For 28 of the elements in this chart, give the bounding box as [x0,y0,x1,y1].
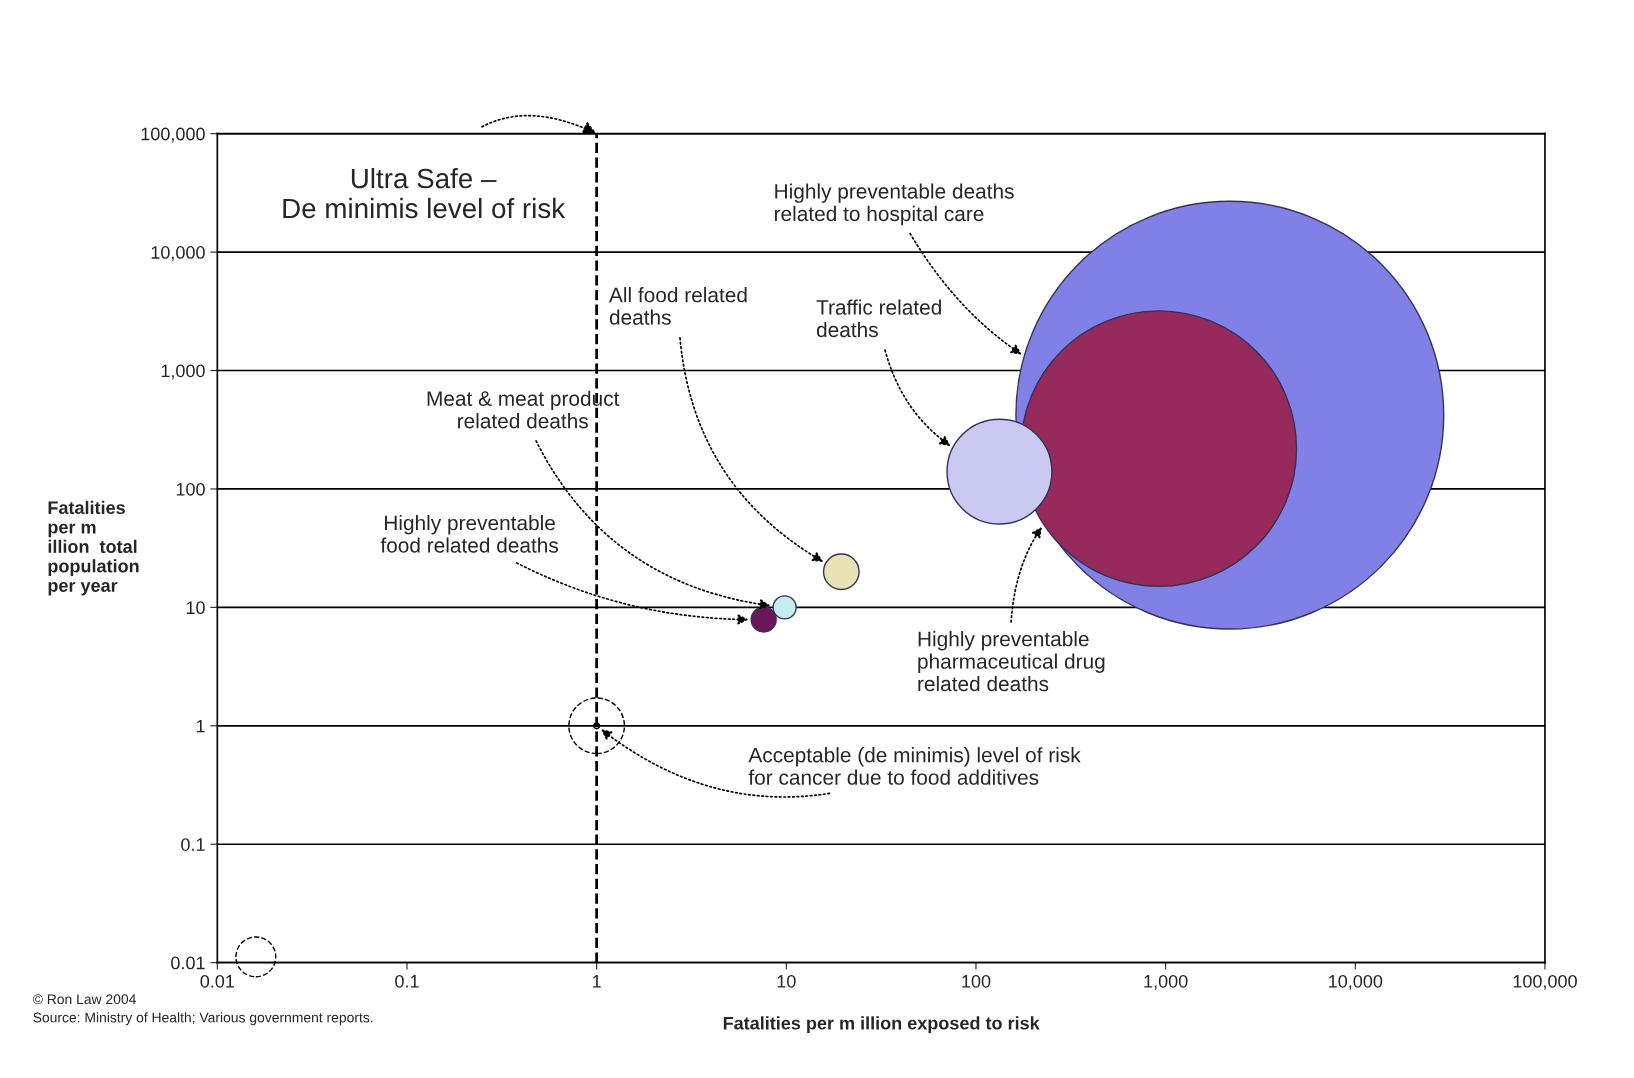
text: All food related deaths [609,287,747,325]
source-note: Source: Ministry of Health; Various government reports. [33,1012,373,1026]
y-axis-title: Fatalities per m illion total population per year [48,500,139,596]
y-tick-label: 100 [176,482,205,496]
x-tick-label: 10 [777,974,796,988]
text: Meat & meat product related deaths [427,390,620,429]
y-tick-label: 0.01 [171,956,205,970]
y-tick-label: 1 [196,719,205,733]
x-tick-label: 10,000 [1329,974,1383,990]
ref-line-label: Ultra Safe – De minimis level of risk [283,167,566,219]
x-tick-label: 0.01 [200,974,235,988]
text: Acceptable (de minimis) level of risk for cancer due to food additives [748,747,1081,785]
x-axis-title: Fatalities per m illion exposed to risk [723,1016,1040,1034]
text: © Ron Law 2004 [32,994,136,1005]
y-tick-label: 100,000 [141,127,205,143]
text: Highly preventable deaths related to hospital care [774,183,1014,226]
y-tick-label: 1,000 [161,364,205,380]
y-tick-label: 10,000 [151,246,205,261]
text: Highly preventable food related deaths [380,515,559,553]
text: Highly preventable pharmaceutical drug related deaths [918,631,1105,692]
x-tick-label: 1,000 [1144,974,1188,990]
x-tick-label: 0.1 [395,974,419,988]
x-tick-label: 100 [962,974,991,988]
y-tick-label: 0.1 [181,838,205,851]
x-tick-label: 1 [593,975,601,988]
text: Traffic related deaths [816,299,941,338]
y-tick-label: 10 [186,601,205,615]
x-tick-label: 100,000 [1513,974,1577,990]
